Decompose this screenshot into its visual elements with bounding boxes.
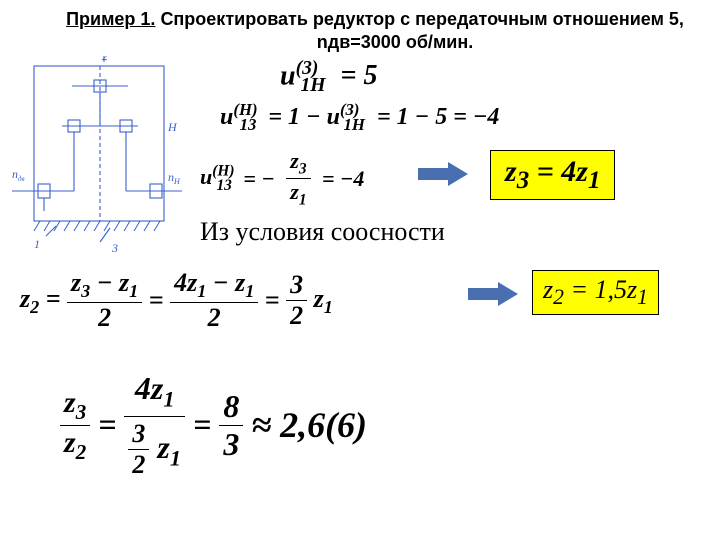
equation-3: u(H)13 = − z3 z1 = −4 bbox=[200, 148, 364, 210]
diag-label-3: 3 bbox=[111, 241, 118, 255]
equation-5: z3 z2 = 4z1 3 2 z1 = 8 3 ≈ 2,6(6) bbox=[60, 370, 367, 480]
result-2-box: z2 = 1,5z1 bbox=[532, 270, 659, 315]
diag-label-1: 1 bbox=[34, 237, 40, 251]
result-2-text: z2 = 1,5z1 bbox=[543, 275, 648, 304]
title-prefix: Пример 1. bbox=[66, 9, 155, 29]
title-param: nдв=3000 об/мин. bbox=[317, 32, 473, 52]
arrow-icon bbox=[468, 282, 518, 306]
result-1-text: z3 = 4z1 bbox=[505, 155, 600, 188]
arrow-icon bbox=[418, 162, 468, 186]
equation-4: z2 = z3 − z1 2 = 4z1 − z1 2 = 3 2 z1 bbox=[20, 268, 333, 333]
result-1-box: z3 = 4z1 bbox=[490, 150, 615, 200]
equation-1: u(3)1H = 5 bbox=[280, 58, 377, 97]
title-main: Спроектировать редуктор с передаточным о… bbox=[160, 9, 683, 29]
title-block: Пример 1. Спроектировать редуктор с пере… bbox=[60, 8, 690, 53]
coaxiality-heading: Из условия соосности bbox=[200, 217, 445, 247]
diag-label-2: 2 bbox=[102, 56, 108, 63]
diag-label-H: H bbox=[167, 120, 178, 134]
diag-label-ndv-sub: дв bbox=[18, 175, 25, 183]
diag-label-nH-sub: H bbox=[173, 177, 181, 186]
kinematic-diagram: 2 H n H n дв 1 3 bbox=[12, 56, 182, 256]
equation-2: u(H)13 = 1 − u(3)1H = 1 − 5 = −4 bbox=[220, 100, 499, 135]
